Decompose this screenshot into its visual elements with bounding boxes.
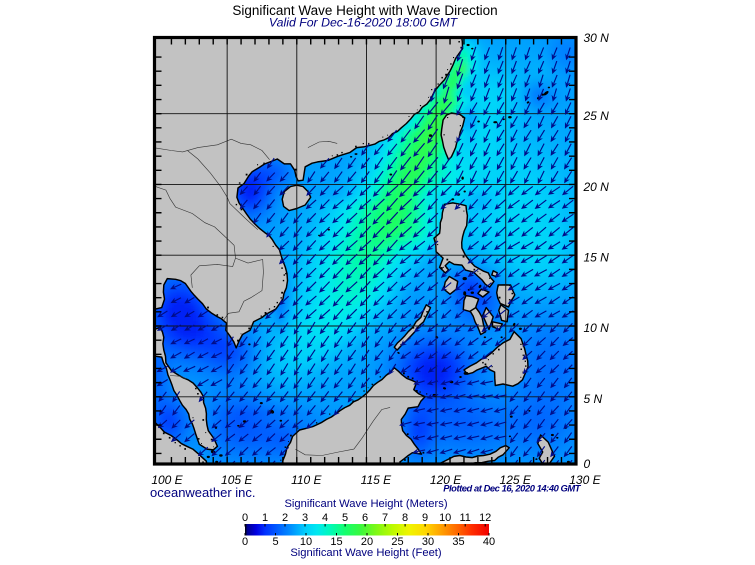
svg-text:Significant Wave Height (Meter: Significant Wave Height (Meters) <box>284 498 447 510</box>
svg-text:oceanweather inc.: oceanweather inc. <box>150 485 256 500</box>
svg-text:5 N: 5 N <box>584 392 603 406</box>
svg-text:35: 35 <box>452 536 464 548</box>
svg-text:110 E: 110 E <box>291 473 322 487</box>
svg-text:20: 20 <box>361 536 373 548</box>
svg-text:9: 9 <box>422 512 428 524</box>
svg-text:15: 15 <box>330 536 342 548</box>
svg-text:40: 40 <box>483 536 495 548</box>
svg-text:11: 11 <box>459 512 470 524</box>
svg-text:130 E: 130 E <box>569 473 601 487</box>
svg-text:7: 7 <box>382 512 388 524</box>
svg-text:10: 10 <box>300 536 312 548</box>
svg-text:0: 0 <box>242 536 248 548</box>
svg-text:115 E: 115 E <box>361 473 392 487</box>
svg-text:6: 6 <box>362 512 368 524</box>
svg-text:20 N: 20 N <box>583 180 610 194</box>
svg-text:120 E: 120 E <box>430 473 462 487</box>
svg-text:12: 12 <box>479 512 491 524</box>
svg-text:4: 4 <box>322 512 328 524</box>
svg-text:0: 0 <box>584 457 591 471</box>
svg-text:30 N: 30 N <box>584 31 610 45</box>
svg-text:25 N: 25 N <box>583 109 610 123</box>
svg-text:0: 0 <box>242 512 248 524</box>
svg-text:Plotted at Dec 16, 2020 14:40: Plotted at Dec 16, 2020 14:40 GMT <box>443 483 581 494</box>
svg-text:Significant Wave Height (Feet): Significant Wave Height (Feet) <box>290 547 442 559</box>
svg-text:30: 30 <box>422 536 434 548</box>
svg-text:15 N: 15 N <box>584 251 610 265</box>
svg-text:5: 5 <box>272 536 278 548</box>
svg-text:3: 3 <box>302 512 308 524</box>
svg-text:100 E: 100 E <box>151 473 183 487</box>
svg-text:125 E: 125 E <box>500 473 532 487</box>
svg-text:105 E: 105 E <box>221 473 253 487</box>
svg-text:5: 5 <box>342 512 348 524</box>
svg-text:2: 2 <box>282 512 288 524</box>
svg-text:10: 10 <box>439 512 451 524</box>
svg-text:8: 8 <box>402 512 408 524</box>
svg-text:10 N: 10 N <box>584 321 610 335</box>
svg-text:25: 25 <box>391 536 403 548</box>
svg-text:1: 1 <box>262 512 268 524</box>
svg-text:Valid For Dec-16-2020 18:00 GM: Valid For Dec-16-2020 18:00 GMT <box>269 16 459 30</box>
svg-text:Significant Wave Height with W: Significant Wave Height with Wave Direct… <box>232 3 497 18</box>
